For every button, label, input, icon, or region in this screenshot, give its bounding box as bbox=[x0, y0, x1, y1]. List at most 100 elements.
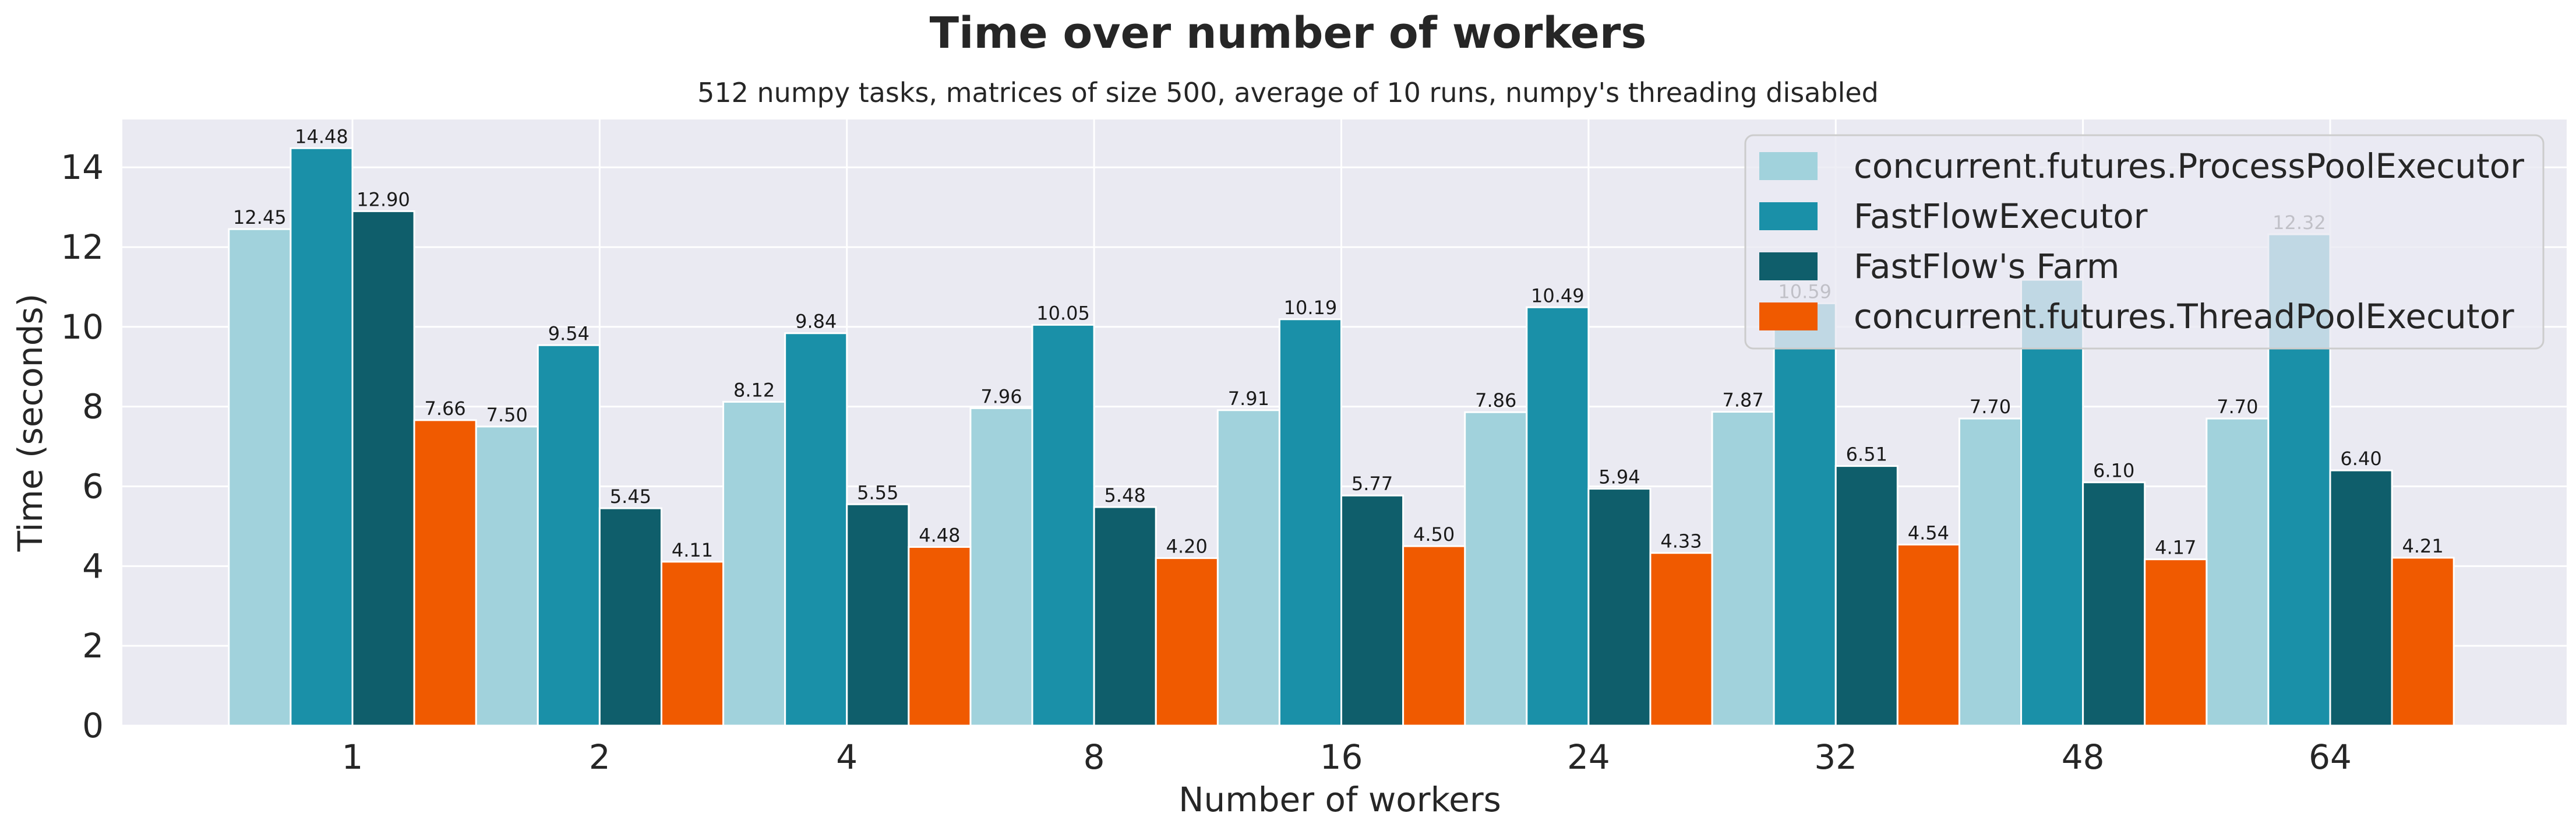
bar bbox=[537, 344, 601, 727]
legend: concurrent.futures.ProcessPoolExecutor Fa… bbox=[1744, 134, 2545, 350]
y-tick-label: 10 bbox=[61, 307, 104, 347]
legend-label: FastFlowExecutor bbox=[1854, 196, 2148, 236]
bar-value-label: 4.33 bbox=[1660, 530, 1702, 553]
bar-value-label: 9.54 bbox=[548, 322, 590, 344]
bar bbox=[1834, 465, 1899, 727]
bar-value-label: 4.54 bbox=[1908, 522, 1949, 544]
bar-value-label: 14.48 bbox=[295, 125, 348, 147]
bar-value-label: 7.91 bbox=[1228, 388, 1269, 410]
bar bbox=[1155, 557, 1219, 727]
bar bbox=[1587, 488, 1652, 727]
x-tick-label: 48 bbox=[2062, 737, 2105, 777]
bar bbox=[2391, 557, 2455, 727]
bar bbox=[1216, 409, 1280, 727]
bar-value-label: 10.19 bbox=[1284, 297, 1338, 319]
bar-value-label: 7.50 bbox=[486, 404, 528, 426]
bar-value-label: 7.70 bbox=[1970, 396, 2011, 418]
bar bbox=[1031, 323, 1095, 727]
bar-value-label: 5.48 bbox=[1104, 484, 1146, 506]
bar bbox=[1402, 545, 1466, 727]
legend-label: FastFlow's Farm bbox=[1854, 247, 2119, 286]
bar-value-label: 9.84 bbox=[795, 311, 837, 333]
y-tick-label: 14 bbox=[61, 147, 104, 187]
chart-subtitle: 512 numpy tasks, matrices of size 500, a… bbox=[697, 77, 1879, 108]
bar bbox=[1340, 494, 1405, 727]
x-tick-label: 24 bbox=[1567, 737, 1610, 777]
bar-value-label: 7.66 bbox=[425, 397, 466, 420]
x-tick-label: 64 bbox=[2309, 737, 2352, 777]
bar-value-label: 8.12 bbox=[733, 379, 775, 401]
bar-value-label: 5.45 bbox=[610, 485, 651, 508]
bar bbox=[351, 210, 415, 727]
legend-swatch bbox=[1759, 252, 1818, 280]
bar bbox=[228, 228, 292, 727]
legend-frame bbox=[1744, 134, 2545, 350]
legend-swatch bbox=[1759, 302, 1818, 330]
x-axis-label: Number of workers bbox=[1178, 780, 1501, 819]
bar-value-label: 4.21 bbox=[2402, 535, 2444, 557]
bar-value-label: 5.94 bbox=[1598, 466, 1640, 488]
bar-value-label: 6.10 bbox=[2093, 460, 2134, 482]
x-tick-label: 8 bbox=[1084, 737, 1105, 777]
bar bbox=[475, 425, 539, 727]
bar-value-label: 10.05 bbox=[1036, 302, 1090, 324]
bar bbox=[2329, 469, 2393, 727]
y-tick-label: 8 bbox=[82, 387, 104, 427]
bar bbox=[1093, 506, 1157, 727]
bar bbox=[2020, 279, 2084, 727]
y-tick-label: 6 bbox=[82, 466, 104, 506]
bar bbox=[660, 561, 725, 727]
bar-value-label: 7.96 bbox=[980, 385, 1022, 407]
bar bbox=[908, 546, 972, 727]
bar-value-label: 12.45 bbox=[233, 206, 287, 228]
y-tick-label: 12 bbox=[61, 227, 104, 267]
x-tick-label: 2 bbox=[589, 737, 611, 777]
x-tick-label: 32 bbox=[1814, 737, 1857, 777]
bar bbox=[722, 400, 786, 727]
bar-value-label: 10.49 bbox=[1531, 284, 1585, 307]
bar-value-label: 7.86 bbox=[1475, 389, 1516, 411]
bar-value-label: 5.55 bbox=[857, 481, 898, 504]
y-tick-label: 0 bbox=[82, 706, 104, 745]
bar bbox=[846, 503, 910, 727]
bar bbox=[290, 147, 354, 727]
bar-value-label: 4.11 bbox=[672, 539, 713, 561]
bar-value-label: 7.70 bbox=[2217, 396, 2258, 418]
x-tick-label: 4 bbox=[836, 737, 858, 777]
bar bbox=[1464, 411, 1528, 727]
y-axis-ticks: 0 2 4 6 8 10 12 14 bbox=[61, 147, 104, 745]
bar-value-label: 6.40 bbox=[2340, 448, 2381, 470]
bar bbox=[1958, 417, 2023, 727]
bar bbox=[969, 407, 1033, 727]
bar bbox=[2082, 481, 2146, 727]
x-tick-label: 1 bbox=[342, 737, 364, 777]
bar bbox=[413, 419, 477, 727]
bar-value-label: 4.50 bbox=[1413, 523, 1455, 546]
bar bbox=[1526, 306, 1590, 727]
bar-value-label: 4.20 bbox=[1166, 536, 1208, 558]
legend-swatch bbox=[1759, 202, 1818, 230]
bar-value-label: 12.90 bbox=[357, 188, 410, 210]
chart-title: Time over number of workers bbox=[930, 8, 1647, 58]
y-tick-label: 2 bbox=[82, 626, 104, 666]
bar bbox=[598, 507, 662, 727]
bar-value-label: 4.48 bbox=[919, 524, 960, 546]
bar bbox=[1278, 318, 1342, 727]
bar-value-label: 5.77 bbox=[1351, 473, 1393, 495]
bar bbox=[1896, 543, 1960, 727]
bar bbox=[1711, 411, 1775, 727]
bar bbox=[1649, 552, 1713, 727]
legend-label: concurrent.futures.ProcessPoolExecutor bbox=[1854, 146, 2524, 186]
x-tick-label: 16 bbox=[1320, 737, 1363, 777]
y-tick-label: 4 bbox=[82, 546, 104, 586]
bar bbox=[1773, 302, 1837, 727]
bar-value-label: 6.51 bbox=[1846, 444, 1887, 466]
x-axis-ticks: 1 2 4 8 16 24 32 48 64 bbox=[342, 737, 2352, 777]
bar bbox=[2206, 417, 2270, 727]
bar bbox=[784, 332, 848, 727]
legend-swatch bbox=[1759, 152, 1818, 180]
bar bbox=[2144, 558, 2208, 727]
y-axis-label: Time (seconds) bbox=[10, 294, 50, 553]
bar-value-label: 4.17 bbox=[2155, 537, 2196, 559]
